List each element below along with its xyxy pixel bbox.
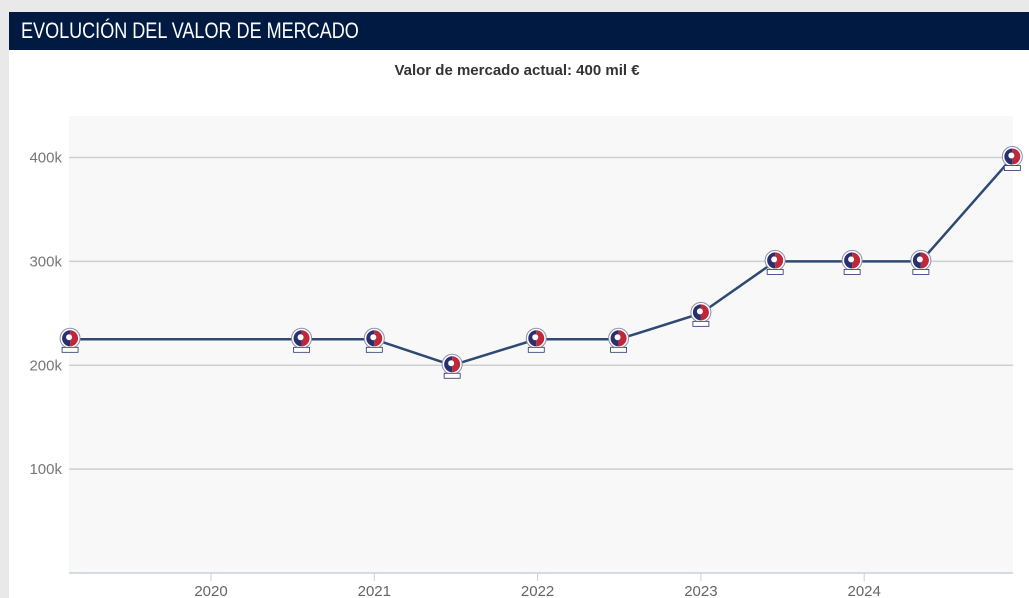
crest-figure [614,334,621,341]
crest-figure [532,334,539,341]
crest-red [374,330,383,347]
club-crest-marker [910,249,932,275]
crest-figure [297,334,304,341]
crest-banner [610,346,627,353]
crest-red [920,252,929,269]
y-tick-label: 300k [29,253,62,270]
crest-blue [767,252,776,269]
crest-blue [528,330,537,347]
club-crest-marker [841,249,863,275]
crest-red [536,330,545,347]
crest-blue [610,330,619,347]
crest-red [452,356,461,373]
crest-banner [1003,165,1021,171]
club-crest-marker [59,327,81,353]
crest-figure [66,334,73,341]
x-tick-label: 2022 [521,583,554,598]
crest-banner [912,269,930,275]
crest-blue [844,252,853,269]
club-crest-marker [363,327,385,353]
y-tick-label: 100k [29,461,62,478]
crest-red [700,304,709,321]
crest-banner [365,346,383,353]
crest-blue [293,330,302,347]
x-tick-label: 2021 [358,583,391,598]
crest-blue [912,252,921,269]
crest-figure [916,256,923,263]
crest-banner [843,269,861,275]
crest-red [852,252,861,269]
club-crest-marker [1001,146,1023,171]
club-crest-marker [608,327,630,353]
crest-banner [61,346,79,353]
crest-figure [370,334,377,341]
crest-banner [766,269,784,275]
crest-blue [366,330,375,347]
crest-red [1012,148,1021,165]
club-crest-marker [690,301,712,327]
crest-figure [771,256,778,263]
crest-banner [692,320,710,327]
section-header: EVOLUCIÓN DEL VALOR DE MERCADO [9,12,1029,50]
x-tick-label: 2023 [684,583,717,598]
crest-red [70,330,79,347]
crest-figure [1008,152,1015,159]
club-crest-marker [525,327,547,353]
crest-blue [62,330,71,347]
crest-red [618,330,627,347]
x-tick-label: 2020 [194,583,227,598]
crest-figure [848,256,855,263]
crest-banner [293,346,310,353]
crest-red [775,252,784,269]
y-tick-label: 200k [29,357,62,374]
section-title: EVOLUCIÓN DEL VALOR DE MERCADO [21,18,359,43]
chart-title: Valor de mercado actual: 400 mil € [394,62,640,79]
crest-figure [696,308,703,315]
crest-blue [1004,148,1013,165]
crest-figure [448,360,455,367]
club-crest-marker [291,327,313,353]
x-tick-label: 2024 [848,583,881,598]
club-crest-marker [764,249,786,275]
y-tick-label: 400k [29,150,62,167]
crest-blue [444,356,453,373]
crest-red [301,330,310,347]
crest-banner [527,346,545,353]
crest-banner [443,372,461,379]
club-crest-marker [441,353,463,379]
crest-blue [692,304,701,321]
